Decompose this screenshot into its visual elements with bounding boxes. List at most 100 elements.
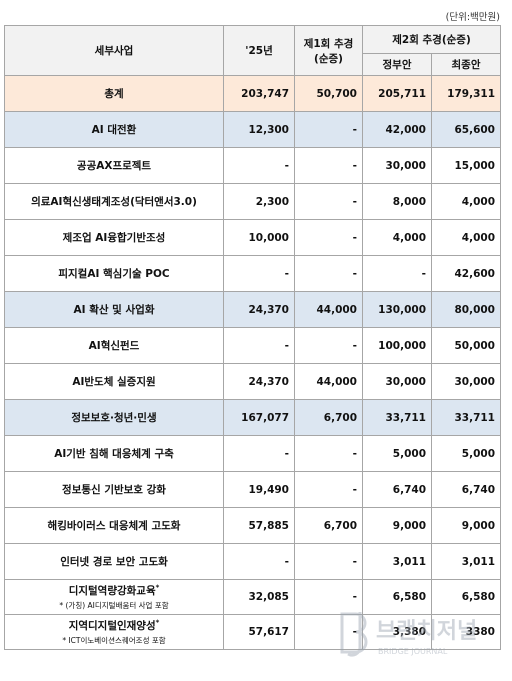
table-row: AI기반 침해 대응체계 구축 - -5,000 5,000 [4,435,501,472]
project-name-cell: 인터넷 경로 보안 고도화 [4,543,224,580]
value-cell-supp1: 44,000 [294,363,363,400]
project-name-cell: AI 대전환 [4,111,224,148]
table-row: 정보보호·청년·민생 167,077 6,700 33,711 33,711 [4,399,501,436]
value-cell-supp1: - [294,471,363,508]
watermark-subtext: BRIDGE JOURNAL [378,647,448,656]
project-name-cell: 지역디지털인재양성* * ICT이노베이션스퀘어조성 포함 [4,614,224,650]
value-cell-final: 30,000 [431,363,501,400]
value-cell-gov: 4,000 [362,219,432,256]
value-cell-gov: 6,740 [362,471,432,508]
value-cell-gov: 3,380 [362,614,432,650]
header-supp1-line2: (순증) [314,52,343,65]
value-cell-y25: 10,000 [223,219,295,256]
footnote-mark: * [155,583,160,592]
value-cell-supp1: - [294,255,363,292]
value-cell-y25: 167,077 [223,399,295,436]
table-row: 총계 203,747 50,700 205,711 179,311 [4,75,501,112]
watermark-logo: 브랜치저널 BRIDGE JOURNAL [336,604,496,664]
value-cell-supp1: 50,700 [294,75,363,112]
value-cell-supp1: - [294,435,363,472]
value-cell-y25: 57,617 [223,614,295,650]
table-row: AI 확산 및 사업화 24,370 44,000 130,000 80,000 [4,291,501,328]
table-row: AI혁신펀드 - -100,000 50,000 [4,327,501,364]
project-name-line: 지역디지털인재양성* [10,618,218,633]
value-cell-gov: 3,011 [362,543,432,580]
project-name-line: 디지털역량강화교육* [10,583,218,598]
value-cell-supp1: 44,000 [294,291,363,328]
value-cell-y25: 203,747 [223,75,295,112]
table-row: 피지컬AI 핵심기술 POC - - -42,600 [4,255,501,292]
value-cell-supp1: 6,700 [294,399,363,436]
value-cell-gov: 30,000 [362,147,432,184]
value-cell-y25: 24,370 [223,363,295,400]
value-cell-final: 80,000 [431,291,501,328]
value-cell-y25: - [223,255,295,292]
value-cell-final: 3380 [431,614,501,650]
value-cell-final: 50,000 [431,327,501,364]
budget-table: 세부사업 '25년 제1회 추경 (순증) 제2회 추경(순증) 정부안 최종안… [4,25,501,650]
value-cell-final: 6,740 [431,471,501,508]
value-cell-supp1: - [294,111,363,148]
value-cell-gov: 100,000 [362,327,432,364]
value-cell-final: 179,311 [431,75,501,112]
value-cell-final: 33,711 [431,399,501,436]
value-cell-gov: 130,000 [362,291,432,328]
value-cell-supp1: - [294,543,363,580]
value-cell-final: 5,000 [431,435,501,472]
value-cell-y25: 12,300 [223,111,295,148]
project-name-cell: 정보통신 기반보호 강화 [4,471,224,508]
header-supp1-line1: 제1회 추경 [303,37,354,50]
table-row: 제조업 AI융합기반조성 10,000-4,000 4,000 [4,219,501,256]
header-y25: '25년 [223,25,295,76]
value-cell-final: 65,600 [431,111,501,148]
project-name-cell: 의료AI혁신생태계조성(닥터앤서3.0) [4,183,224,220]
project-note: * ICT이노베이션스퀘어조성 포함 [62,636,166,645]
value-cell-supp1: - [294,219,363,256]
table-row: AI 대전환 12,300-42,000 65,600 [4,111,501,148]
header-supp1: 제1회 추경 (순증) [294,25,363,76]
value-cell-supp1: - [294,327,363,364]
project-name-cell: AI반도체 실증지원 [4,363,224,400]
value-cell-y25: 57,885 [223,507,295,544]
header-gov: 정부안 [362,53,432,76]
project-name-cell: 해킹바이러스 대응체계 고도화 [4,507,224,544]
value-cell-y25: 2,300 [223,183,295,220]
table-body: 총계 203,747 50,700 205,711 179,311 AI 대전환 12,30… [4,75,501,650]
header-supp2: 제2회 추경(순증) [362,25,501,54]
value-cell-final: 3,011 [431,543,501,580]
table-row: 정보통신 기반보호 강화 19,490-6,740 6,740 [4,471,501,508]
table-row: 지역디지털인재양성* * ICT이노베이션스퀘어조성 포함 57,617-3,380… [4,614,501,650]
value-cell-gov: 9,000 [362,507,432,544]
unit-label: (단위:백만원) [445,12,500,23]
table-row: 공공AX프로젝트 - -30,000 15,000 [4,147,501,184]
project-name-cell: AI혁신펀드 [4,327,224,364]
project-note: * (가칭) AI디지털배움터 사업 포함 [59,601,169,610]
value-cell-final: 15,000 [431,147,501,184]
value-cell-gov: 30,000 [362,363,432,400]
value-cell-y25: - [223,327,295,364]
project-name-cell: 디지털역량강화교육* * (가칭) AI디지털배움터 사업 포함 [4,579,224,615]
value-cell-gov: 205,711 [362,75,432,112]
table-row: AI반도체 실증지원 24,370 44,000 30,000 30,000 [4,363,501,400]
value-cell-y25: - [223,543,295,580]
value-cell-supp1: - [294,147,363,184]
watermark-logo-icon: 브랜치저널 BRIDGE JOURNAL [340,612,477,657]
project-name: 디지털역량강화교육 [68,585,156,597]
value-cell-y25: 19,490 [223,471,295,508]
header-project: 세부사업 [4,25,224,76]
value-cell-gov: 8,000 [362,183,432,220]
project-name-cell: AI 확산 및 사업화 [4,291,224,328]
value-cell-y25: 24,370 [223,291,295,328]
project-name-cell: 제조업 AI융합기반조성 [4,219,224,256]
table-row: 의료AI혁신생태계조성(닥터앤서3.0) 2,300-8,000 4,000 [4,183,501,220]
value-cell-y25: - [223,435,295,472]
value-cell-final: 9,000 [431,507,501,544]
footnote-mark: * [155,618,160,627]
value-cell-supp1: 6,700 [294,507,363,544]
header-row-2: 정부안 최종안 [5,53,501,76]
project-name-cell: 공공AX프로젝트 [4,147,224,184]
value-cell-supp1: - [294,183,363,220]
header-final: 최종안 [431,53,501,76]
table-row: 인터넷 경로 보안 고도화 - -3,011 3,011 [4,543,501,580]
value-cell-supp1: - [294,614,363,650]
